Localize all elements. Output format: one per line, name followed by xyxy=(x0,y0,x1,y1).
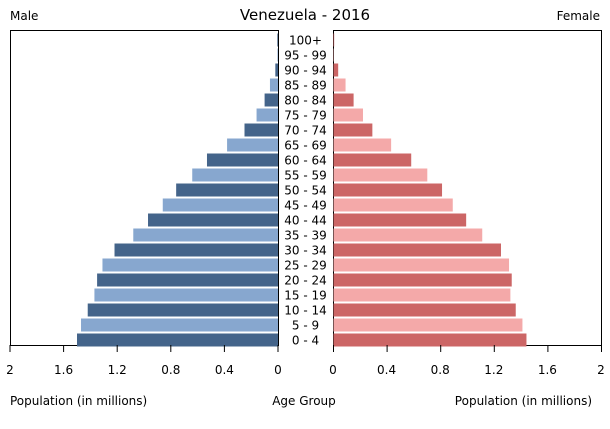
age-group-label: 25 - 29 xyxy=(284,259,327,273)
female-bar xyxy=(334,94,354,107)
female-bar xyxy=(334,154,412,167)
female-tick-label: 0.8 xyxy=(431,363,450,377)
female-tick-label: 0.4 xyxy=(377,363,396,377)
male-tick-label: 1.6 xyxy=(54,363,73,377)
age-group-label: 60 - 64 xyxy=(284,154,327,168)
female-bar xyxy=(334,244,502,257)
female-tick-label: 2 xyxy=(597,363,605,377)
male-tick-label: 2 xyxy=(6,363,14,377)
female-bar xyxy=(334,334,527,347)
age-group-label: 0 - 4 xyxy=(292,334,319,348)
male-bar xyxy=(192,169,278,182)
female-bar xyxy=(334,229,483,242)
chart-title: Venezuela - 2016 xyxy=(240,6,370,24)
female-bar xyxy=(334,199,453,212)
female-tick-label: 1.6 xyxy=(538,363,557,377)
female-bar xyxy=(334,169,428,182)
age-group-label: 65 - 69 xyxy=(284,139,327,153)
male-bar xyxy=(81,319,278,332)
male-bar xyxy=(277,49,278,62)
male-tick-label: 0.8 xyxy=(161,363,180,377)
age-group-label: 30 - 34 xyxy=(284,244,327,258)
male-bar xyxy=(133,229,278,242)
male-tick-label: 0.4 xyxy=(215,363,234,377)
age-group-label: 55 - 59 xyxy=(284,169,327,183)
age-group-label: 15 - 19 xyxy=(284,289,327,303)
male-bar xyxy=(163,199,278,212)
x-axis-label-left: Population (in millions) xyxy=(10,394,147,408)
age-group-label: 70 - 74 xyxy=(284,124,327,138)
male-bar xyxy=(115,244,278,257)
age-group-label: 35 - 39 xyxy=(284,229,327,243)
female-bar xyxy=(334,64,339,77)
female-bar xyxy=(334,139,392,152)
male-tick-label: 1.2 xyxy=(108,363,127,377)
male-bar xyxy=(245,124,279,137)
age-group-label: 75 - 79 xyxy=(284,109,327,123)
age-group-label: 85 - 89 xyxy=(284,79,327,93)
male-bar xyxy=(88,304,278,317)
female-bar xyxy=(334,319,523,332)
female-bar xyxy=(334,304,516,317)
female-bar xyxy=(334,259,510,272)
age-group-label: 80 - 84 xyxy=(284,94,327,108)
x-axis-label-right: Population (in millions) xyxy=(455,394,592,408)
age-group-label: 10 - 14 xyxy=(284,304,327,318)
male-bar xyxy=(270,79,278,92)
male-label: Male xyxy=(10,9,38,23)
age-group-label: 90 - 94 xyxy=(284,64,327,78)
x-axis-label-center: Age Group xyxy=(272,394,336,408)
age-group-label: 50 - 54 xyxy=(284,184,327,198)
female-label: Female xyxy=(557,9,600,23)
age-group-label: 100+ xyxy=(289,34,322,48)
female-bar xyxy=(334,214,467,227)
male-bar xyxy=(277,34,278,47)
age-group-label: 40 - 44 xyxy=(284,214,327,228)
male-bar xyxy=(265,94,278,107)
male-bar xyxy=(176,184,278,197)
male-bar xyxy=(207,154,278,167)
male-bar xyxy=(257,109,278,122)
female-bar xyxy=(334,79,346,92)
female-bar xyxy=(334,274,512,287)
male-bar xyxy=(148,214,278,227)
female-bar xyxy=(334,289,511,302)
female-bar xyxy=(334,184,443,197)
male-bar xyxy=(275,64,278,77)
female-tick-label: 0 xyxy=(329,363,337,377)
female-bar xyxy=(334,124,373,137)
male-bar xyxy=(227,139,278,152)
male-bar xyxy=(97,274,278,287)
age-group-label: 20 - 24 xyxy=(284,274,327,288)
female-bar xyxy=(334,109,363,122)
age-group-label: 45 - 49 xyxy=(284,199,327,213)
age-group-label: 5 - 9 xyxy=(292,319,319,333)
male-bar xyxy=(77,334,278,347)
male-bar xyxy=(102,259,278,272)
age-group-label: 95 - 99 xyxy=(284,49,327,63)
female-tick-label: 1.2 xyxy=(484,363,503,377)
male-bar xyxy=(94,289,278,302)
male-tick-label: 0 xyxy=(274,363,282,377)
female-bar xyxy=(334,34,335,47)
